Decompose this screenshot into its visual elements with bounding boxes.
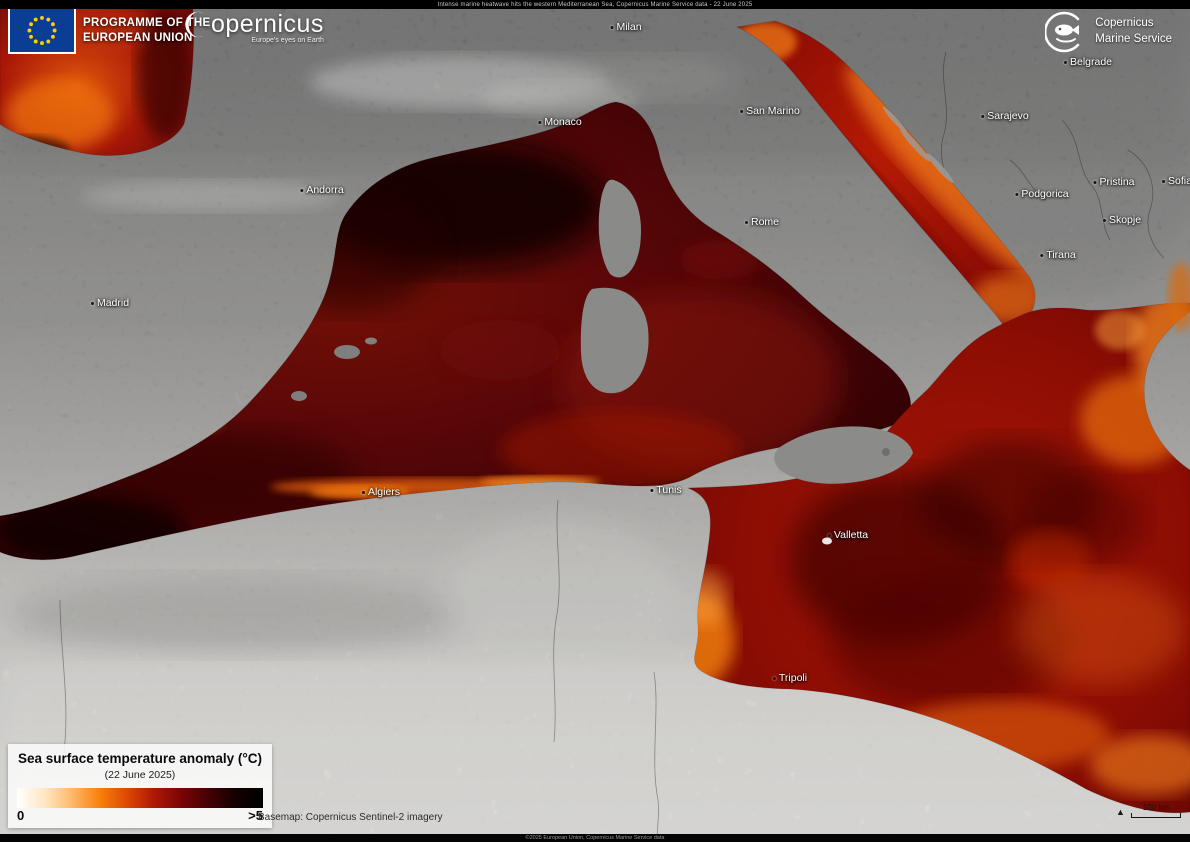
top-title-text: Intense marine heatwave hits the western… <box>437 1 753 8</box>
scale-bar: ▲ 100 km <box>1116 803 1181 818</box>
copyright-strip: ©2025 European Union, Copernicus Marine … <box>0 834 1190 842</box>
scale-bar-line <box>1130 813 1181 818</box>
legend-date: (22 June 2025) <box>104 769 176 781</box>
top-title-strip: Intense marine heatwave hits the western… <box>0 0 1190 9</box>
legend-title: Sea surface temperature anomaly (°C) <box>18 751 262 766</box>
legend-min-label: 0 <box>17 808 25 823</box>
copernicus-tagline: Europe's eyes on Earth <box>251 37 324 44</box>
copernicus-crescent-icon <box>185 11 204 38</box>
eu-programme-text: PROGRAMME OF THE EUROPEAN UNION <box>83 16 211 44</box>
legend-gradient-bar <box>17 788 263 808</box>
scale-bar-label: 100 km <box>1142 803 1170 812</box>
eu-programme-block: PROGRAMME OF THE EUROPEAN UNION <box>10 9 210 52</box>
copyright-text: ©2025 European Union, Copernicus Marine … <box>525 835 665 841</box>
eu-flag-icon <box>10 9 74 52</box>
marine-service-text: Copernicus Marine Service <box>1095 17 1172 45</box>
fish-icon <box>1045 11 1080 53</box>
copernicus-wordmark: opernicus <box>211 10 324 38</box>
basemap-attribution: Basemap: Copernicus Sentinel-2 imagery <box>258 812 443 823</box>
north-arrow-icon: ▲ <box>1116 807 1125 817</box>
legend-max-label: >5 <box>248 808 263 823</box>
copernicus-marine-service-logo: Copernicus Marine Service <box>1045 11 1172 53</box>
legend-box: Sea surface temperature anomaly (°C) (22… <box>8 744 272 829</box>
copernicus-logo: opernicus Europe's eyes on Earth <box>183 9 324 44</box>
